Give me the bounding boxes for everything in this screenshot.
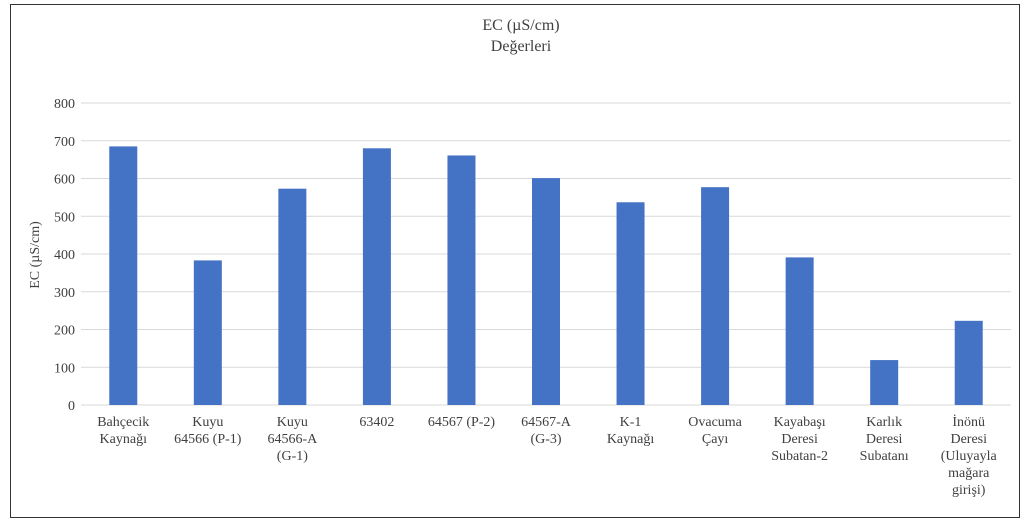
y-tick-label: 100	[54, 361, 75, 376]
y-tick-label: 200	[54, 324, 75, 339]
bar	[954, 320, 983, 405]
bar	[785, 257, 814, 405]
x-category-label: Ovacuma Çayı	[688, 415, 742, 447]
bar	[109, 146, 138, 405]
y-tick-labels: 0 100 200 300 400 500 600 700 800	[54, 97, 75, 414]
y-tick-label: 700	[54, 135, 75, 150]
x-category-label: 64567-A (G-3)	[521, 415, 572, 447]
y-axis-title: EC (µS/cm)	[28, 221, 43, 289]
y-tick-label: 400	[54, 248, 75, 263]
y-tick-label: 0	[68, 399, 75, 414]
bar	[193, 260, 222, 405]
y-tick-label: 600	[54, 173, 75, 188]
bar	[362, 148, 391, 406]
bar	[870, 360, 899, 405]
y-tick-label: 800	[54, 97, 75, 112]
x-category-label: Kayabaşı Deresi Subatan-2	[771, 415, 828, 464]
x-category-label: Karlık Deresi Subatanı	[860, 415, 909, 464]
bar-chart: EC (µS/cm) Değerleri EC (µS/cm) 0 100 200 3…	[28, 17, 1011, 498]
bar	[616, 202, 645, 405]
x-category-label: 63402	[359, 415, 394, 430]
x-category-label: K-1 Kaynağı	[607, 415, 655, 447]
x-category-label: Kuyu 64566 (P-1)	[174, 415, 242, 447]
y-tick-label: 500	[54, 210, 75, 225]
chart-frame: EC (µS/cm) Değerleri EC (µS/cm) 0 100 200 3…	[10, 4, 1020, 518]
y-tick-label: 300	[54, 286, 75, 301]
x-category-label: Kuyu 64566-A (G-1)	[267, 415, 318, 464]
chart-subtitle: Değerleri	[491, 38, 552, 55]
bar	[701, 187, 730, 405]
chart-title: EC (µS/cm)	[482, 17, 559, 34]
bars	[109, 146, 983, 406]
bar	[447, 155, 476, 405]
x-category-label: Bahçecik Kaynağı	[97, 415, 149, 447]
bar	[278, 188, 307, 405]
bar	[532, 178, 560, 405]
x-category-labels: Bahçecik Kaynağı Kuyu 64566 (P-1) Kuyu 64566-…	[97, 414, 997, 498]
x-category-label: 64567 (P-2)	[428, 415, 496, 430]
x-category-label: İnönü Deresi (Uluyayla mağara girişi)	[941, 414, 998, 498]
